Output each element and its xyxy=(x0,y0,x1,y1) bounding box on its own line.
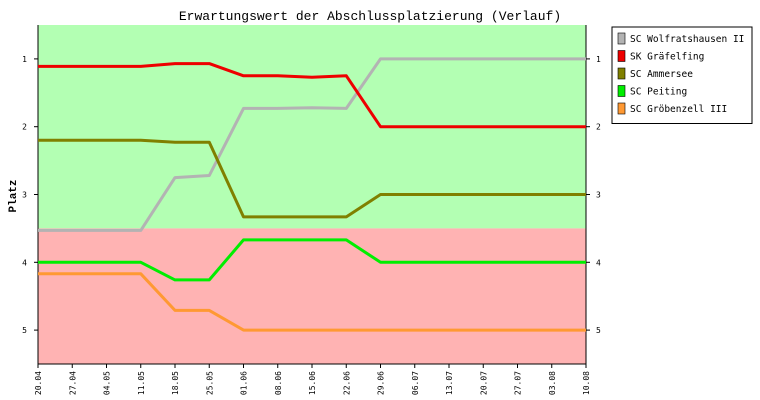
plot-band-2 xyxy=(38,228,586,364)
x-tick-label: 27.04 xyxy=(68,371,77,395)
legend-label-5: SC Gröbenzell III xyxy=(630,104,727,115)
x-tick-label: 01.06 xyxy=(240,371,249,395)
y-tick-label-left: 2 xyxy=(22,123,27,132)
chart-title: Erwartungswert der Abschlussplatzierung … xyxy=(179,9,561,24)
x-tick-label: 13.07 xyxy=(445,371,454,395)
x-tick-label: 20.07 xyxy=(479,371,488,395)
legend-label-1: SC Wolfratshausen II xyxy=(630,34,744,45)
series-line-2 xyxy=(38,62,586,129)
legend-swatch-5 xyxy=(617,102,626,115)
x-tick-label: 22.06 xyxy=(342,371,351,395)
series-line-4 xyxy=(38,238,586,282)
x-tick-label: 29.06 xyxy=(377,371,386,395)
y-tick-label-right: 2 xyxy=(596,123,601,132)
legend-label-2: SK Gräfelfing xyxy=(630,52,704,63)
x-tick-label: 15.06 xyxy=(308,371,317,395)
x-tick-label: 18.05 xyxy=(171,371,180,395)
legend-label-4: SC Peiting xyxy=(630,87,687,98)
legend-label-3: SC Ammersee xyxy=(630,69,693,80)
x-tick-label: 08.06 xyxy=(274,371,283,395)
y-tick-label-right: 5 xyxy=(596,326,601,335)
y-tick-label-right: 3 xyxy=(596,191,601,200)
legend-swatch-2 xyxy=(617,50,626,62)
legend-swatch-4 xyxy=(617,85,626,97)
x-tick-label: 04.05 xyxy=(103,371,112,395)
y-tick-label-left: 4 xyxy=(22,258,27,267)
x-tick-label: 27.07 xyxy=(514,371,523,395)
y-tick-label-left: 3 xyxy=(22,191,27,200)
x-tick-label: 10.08 xyxy=(582,371,591,395)
legend-swatch-3 xyxy=(617,67,626,80)
series-line-1 xyxy=(38,57,586,232)
legend-box xyxy=(611,26,753,124)
x-tick-label: 20.04 xyxy=(34,371,43,395)
series-line-3 xyxy=(38,138,586,219)
legend-swatch-1 xyxy=(617,32,626,45)
y-tick-label-right: 4 xyxy=(596,258,601,267)
x-tick-label: 06.07 xyxy=(411,371,420,395)
y-tick-label-left: 1 xyxy=(22,55,27,64)
x-tick-label: 11.05 xyxy=(137,371,146,395)
y-tick-label-right: 1 xyxy=(596,55,601,64)
y-tick-label-left: 5 xyxy=(22,326,27,335)
series-line-5 xyxy=(38,272,586,332)
x-tick-label: 25.05 xyxy=(205,371,214,395)
y-axis-label: Platz xyxy=(8,179,20,212)
x-tick-label: 03.08 xyxy=(548,371,557,395)
